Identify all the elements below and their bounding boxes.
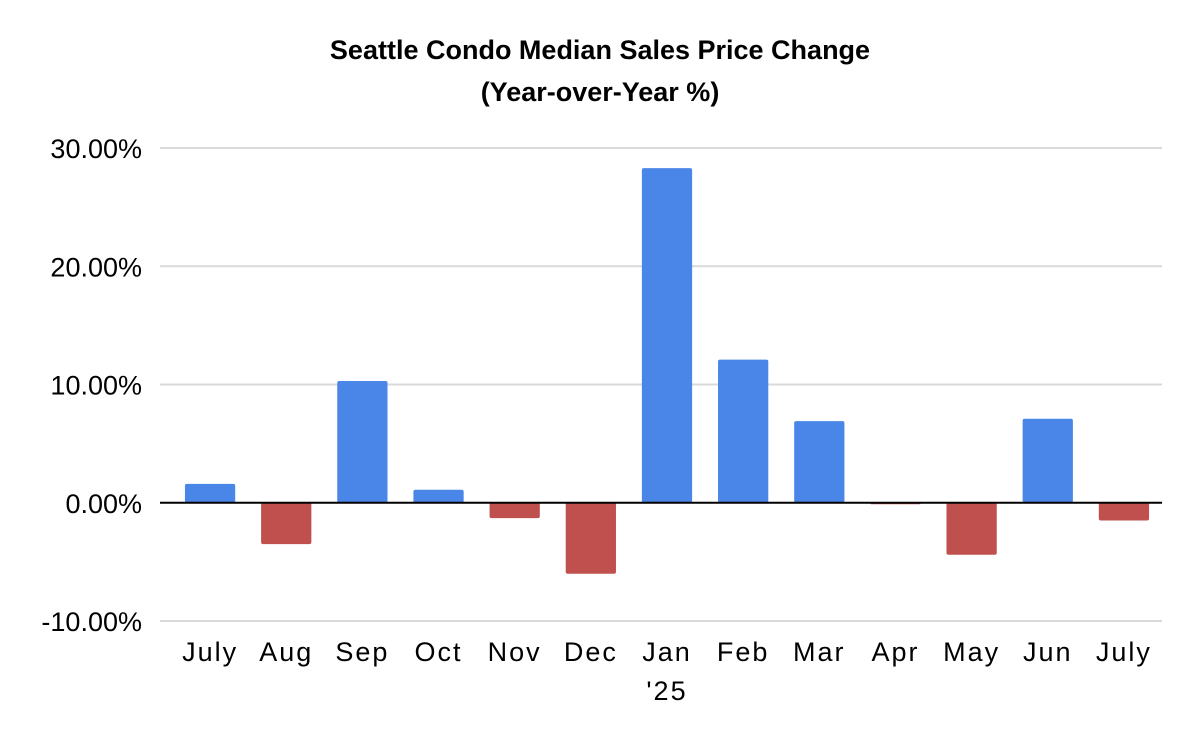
x-tick-label: May [943, 637, 1000, 667]
bar-oct-3 [413, 489, 464, 503]
y-tick-label: 10.00% [50, 371, 142, 401]
x-tick-label: Jan [642, 637, 692, 667]
x-tick-label: Dec [564, 637, 618, 667]
x-axis-labels: July Aug Sep Oct Nov Dec Jan '25 Feb Mar Apr May Jun… [182, 637, 1152, 706]
x-tick-label: Sep [335, 637, 389, 667]
chart-subtitle: (Year-over-Year %) [480, 77, 720, 107]
x-tick-label: Jun [1023, 637, 1073, 667]
y-tick-label: 30.00% [50, 134, 142, 164]
x-tick-label: Aug [259, 637, 313, 667]
bar-mar-8 [794, 421, 845, 503]
bar-jan-6 [641, 168, 693, 503]
bar-dec-5 [565, 502, 616, 574]
x-tick-label: Apr [871, 637, 919, 667]
x-tick-label: July [182, 637, 238, 667]
x-tick-label: July [1096, 637, 1152, 667]
y-tick-label: 20.00% [50, 252, 142, 282]
bar-aug-1 [261, 502, 312, 545]
x-tick-label: Nov [488, 637, 542, 667]
bar-july-0 [184, 483, 236, 503]
bar-nov-4 [489, 502, 540, 519]
bar-jun-11 [1022, 418, 1073, 503]
bar-feb-7 [718, 359, 769, 503]
y-axis-ticks: 30.00% 20.00% 10.00% 0.00% -10.00% [41, 134, 142, 637]
bar-july-12 [1098, 502, 1150, 521]
x-tick-label: Oct [415, 637, 463, 667]
bar-sep-2 [337, 380, 388, 503]
chart-title: Seattle Condo Median Sales Price Change [329, 35, 871, 65]
bar-may-10 [946, 502, 997, 555]
x-tick-label: Mar [793, 637, 846, 667]
bars [184, 168, 1150, 574]
x-tick-sublabel: '25 [646, 676, 687, 706]
y-tick-label: -10.00% [41, 607, 142, 637]
y-tick-label: 0.00% [65, 489, 142, 519]
x-tick-label: Feb [717, 637, 770, 667]
